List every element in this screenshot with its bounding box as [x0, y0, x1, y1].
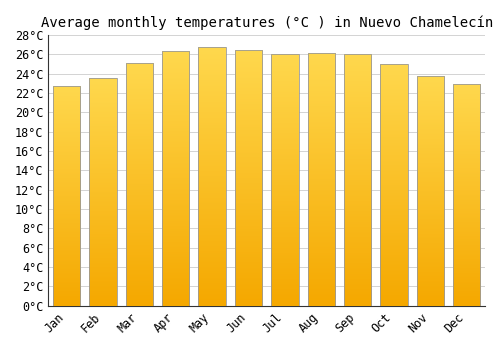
Bar	[380, 64, 407, 306]
Bar	[308, 53, 335, 306]
Bar	[162, 51, 190, 306]
Bar	[198, 47, 226, 306]
Bar	[90, 78, 117, 306]
Bar	[417, 76, 444, 306]
Title: Average monthly temperatures (°C ) in Nuevo Chamelecín: Average monthly temperatures (°C ) in Nu…	[40, 15, 493, 29]
Bar	[453, 84, 480, 306]
Bar	[271, 54, 298, 306]
Bar	[126, 63, 153, 306]
Bar	[53, 86, 80, 306]
Bar	[235, 50, 262, 306]
Bar	[344, 54, 372, 306]
